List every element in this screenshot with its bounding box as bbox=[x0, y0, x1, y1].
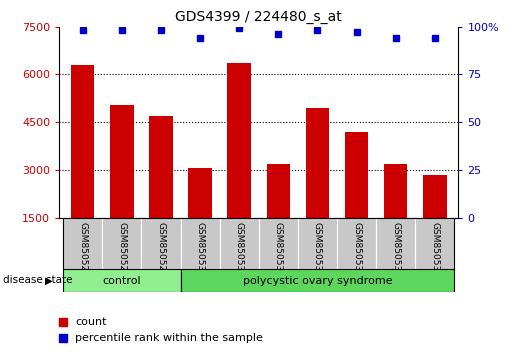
Text: GSM850532: GSM850532 bbox=[274, 222, 283, 277]
Bar bbox=[71, 65, 94, 266]
Text: GSM850534: GSM850534 bbox=[352, 222, 361, 277]
Bar bbox=[228, 63, 251, 266]
Bar bbox=[149, 116, 173, 266]
Bar bbox=[102, 218, 142, 269]
Bar bbox=[376, 218, 415, 269]
Text: GSM850536: GSM850536 bbox=[431, 222, 439, 277]
Bar bbox=[415, 218, 454, 269]
Title: GDS4399 / 224480_s_at: GDS4399 / 224480_s_at bbox=[176, 10, 342, 24]
Text: count: count bbox=[75, 317, 107, 327]
Text: GSM850528: GSM850528 bbox=[117, 222, 126, 277]
Text: GSM850527: GSM850527 bbox=[78, 222, 87, 277]
Text: ▶: ▶ bbox=[45, 275, 53, 285]
Bar bbox=[423, 175, 447, 266]
Text: GSM850529: GSM850529 bbox=[157, 222, 165, 277]
Bar bbox=[298, 218, 337, 269]
Text: GSM850533: GSM850533 bbox=[313, 222, 322, 277]
Text: disease state: disease state bbox=[3, 275, 72, 285]
Bar bbox=[337, 218, 376, 269]
Bar bbox=[345, 132, 368, 266]
Text: GSM850530: GSM850530 bbox=[196, 222, 204, 277]
Text: polycystic ovary syndrome: polycystic ovary syndrome bbox=[243, 275, 392, 286]
Bar bbox=[188, 169, 212, 266]
Text: GSM850535: GSM850535 bbox=[391, 222, 400, 277]
Bar bbox=[63, 269, 181, 292]
Bar bbox=[259, 218, 298, 269]
Text: percentile rank within the sample: percentile rank within the sample bbox=[75, 333, 263, 343]
Text: GSM850531: GSM850531 bbox=[235, 222, 244, 277]
Bar bbox=[384, 164, 407, 266]
Bar bbox=[267, 164, 290, 266]
Text: control: control bbox=[102, 275, 141, 286]
Bar bbox=[181, 218, 220, 269]
Bar bbox=[306, 108, 329, 266]
Bar bbox=[63, 218, 102, 269]
Bar bbox=[142, 218, 181, 269]
Bar bbox=[181, 269, 454, 292]
Bar bbox=[220, 218, 259, 269]
Bar bbox=[110, 105, 133, 266]
